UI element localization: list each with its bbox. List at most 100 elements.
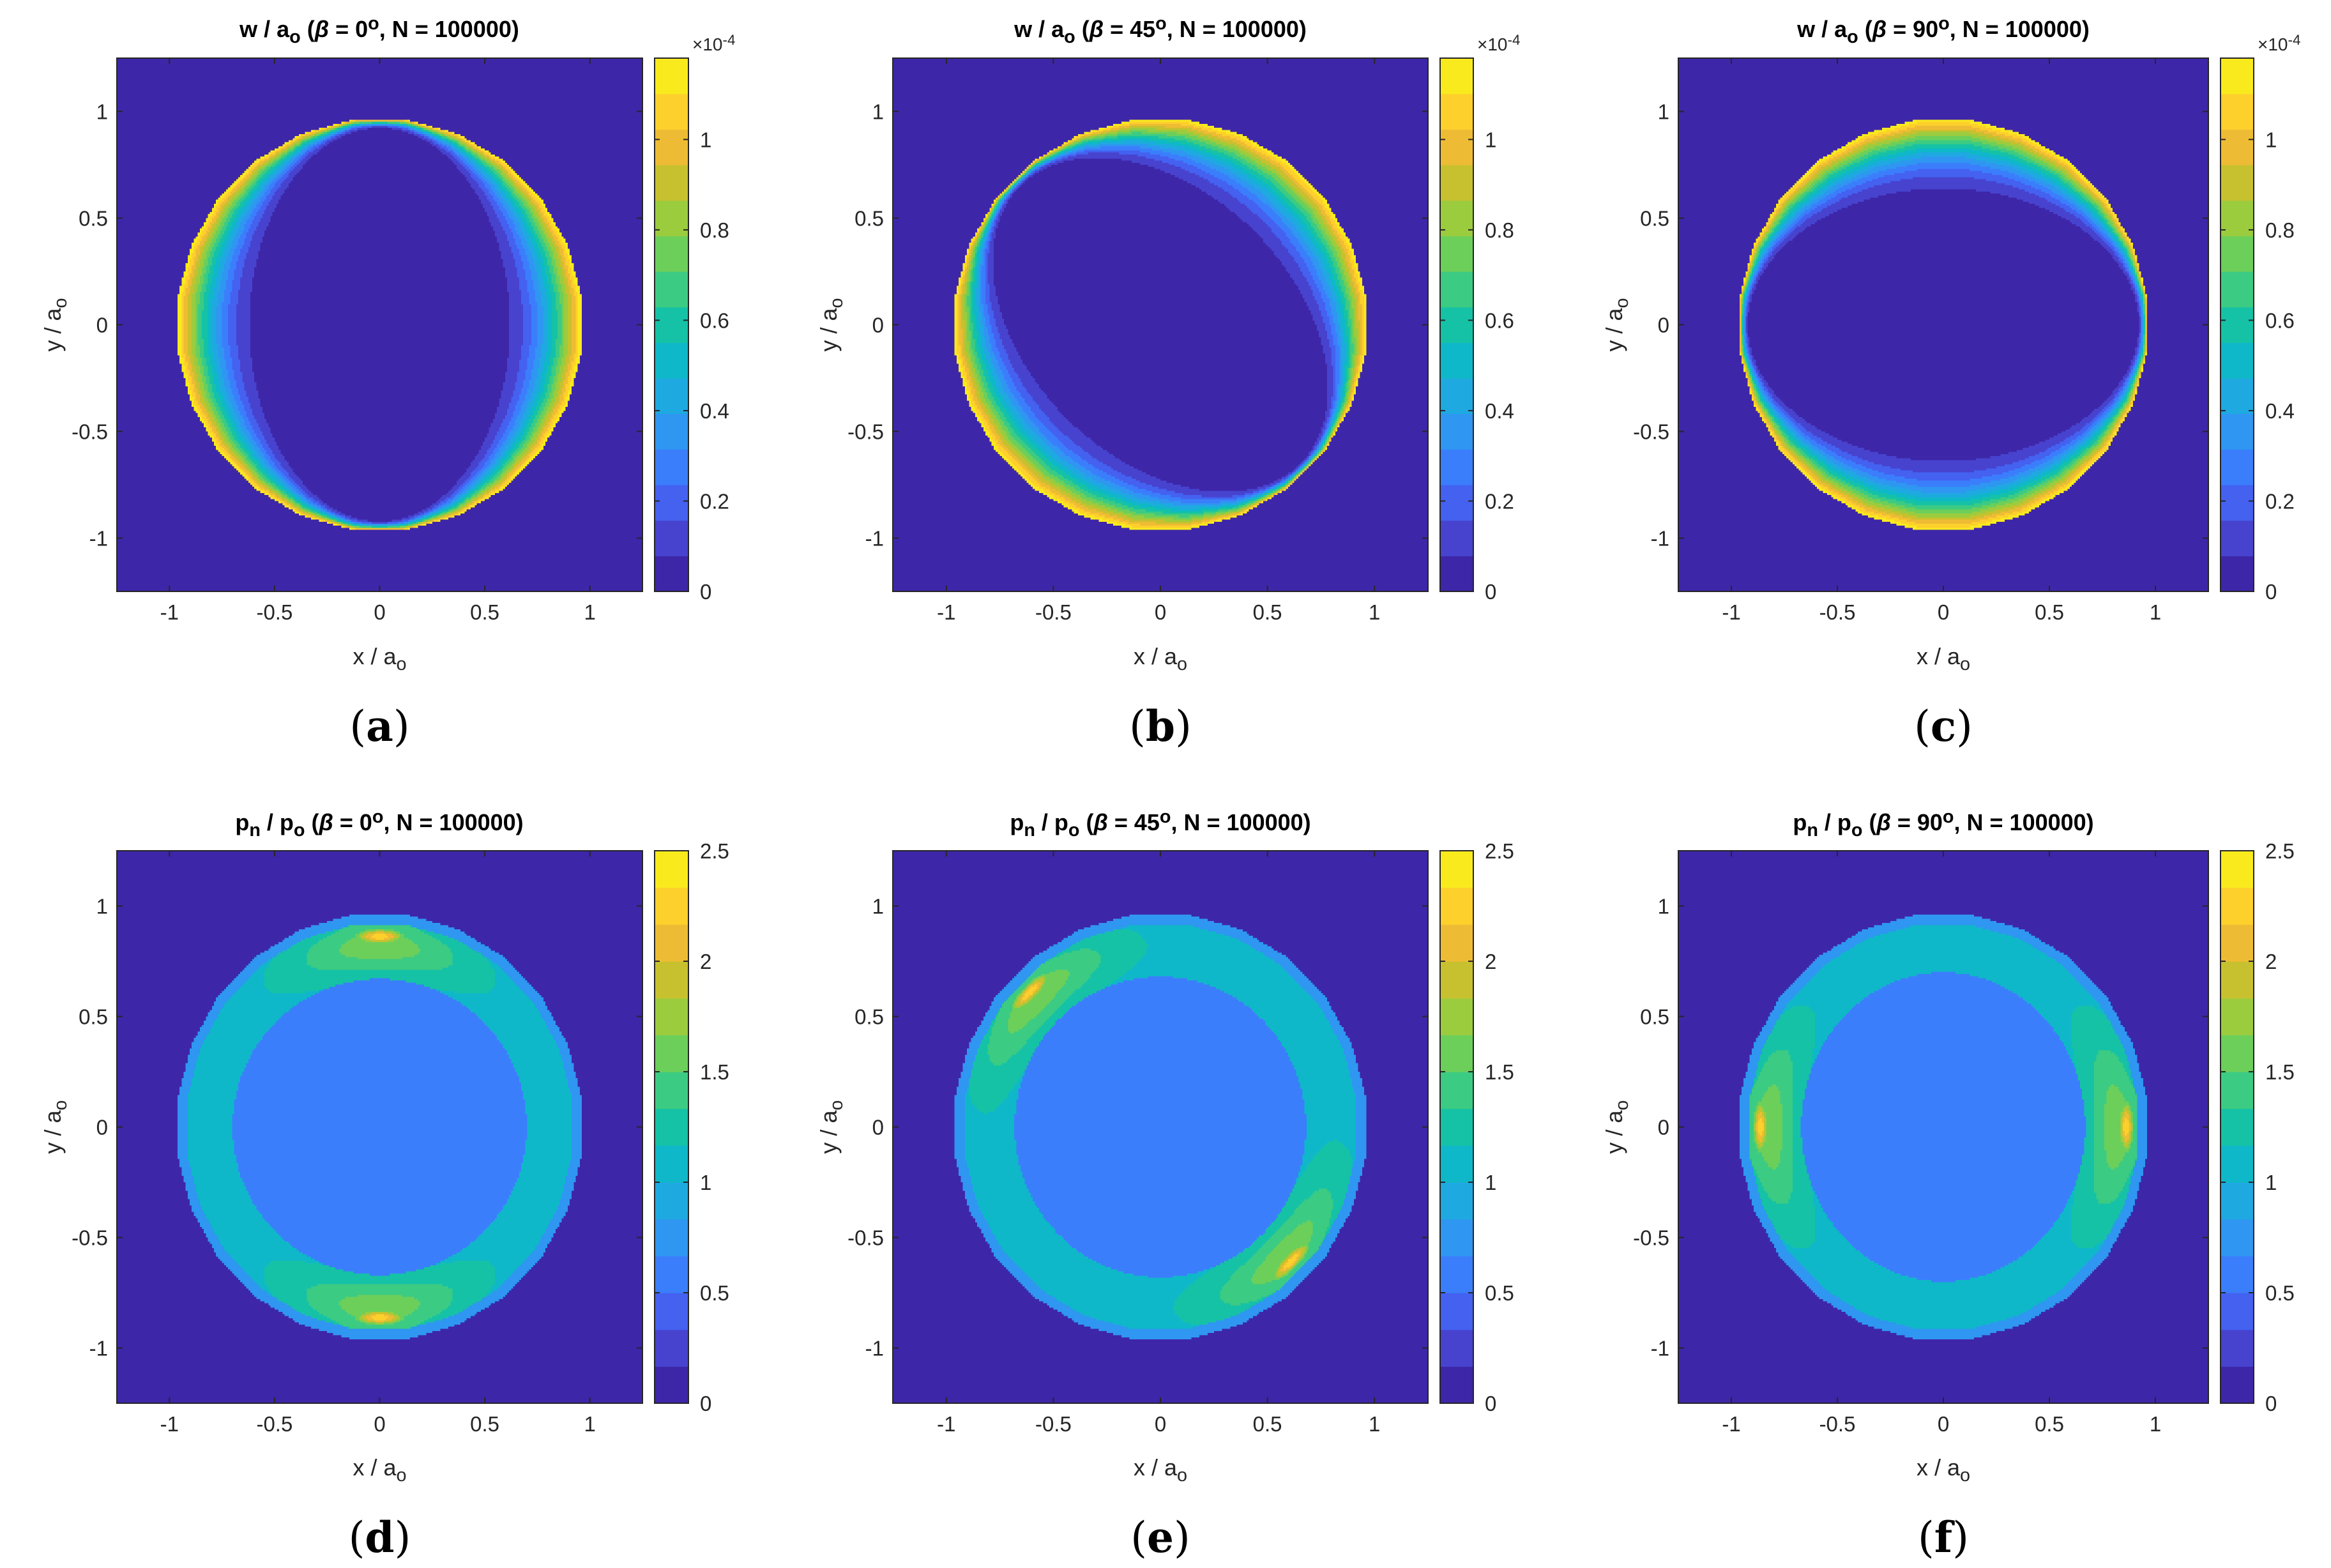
colorbar-segment xyxy=(655,887,688,925)
colorbar: 0 0.5 1 1.5 2 2.5 xyxy=(2220,839,2295,1415)
y-tick-label: -1 xyxy=(865,527,884,551)
y-tick-label: -0.5 xyxy=(1633,1226,1669,1250)
x-tick-label: 0.5 xyxy=(470,1412,499,1436)
colorbar-segment xyxy=(655,236,688,272)
colorbar: 0 0.2 0.4 0.6 0.8 1 ×10-4 xyxy=(2220,32,2300,604)
colorbar-segment xyxy=(2221,271,2254,308)
colorbar-segment xyxy=(2221,1182,2254,1220)
colorbar-tick-label: 1.5 xyxy=(700,1060,729,1084)
colorbar-segment xyxy=(2221,1072,2254,1109)
colorbar-segment xyxy=(655,1256,688,1293)
y-tick-label: -1 xyxy=(89,1337,108,1360)
colorbar-segment xyxy=(655,449,688,485)
x-tick-label: -1 xyxy=(1722,1412,1740,1436)
colorbar-tick-label: 2.5 xyxy=(1485,839,1514,863)
colorbar-tick-label: 0.2 xyxy=(1485,489,1514,513)
y-tick-label: 0 xyxy=(872,314,884,337)
y-tick-label: -1 xyxy=(1651,527,1669,551)
x-tick-label: -1 xyxy=(160,600,179,624)
colorbar: 0 0.5 1 1.5 2 2.5 xyxy=(1439,839,1514,1415)
x-tick-label: 1 xyxy=(1369,1412,1380,1436)
y-axis-label: y / ao xyxy=(1601,1100,1632,1153)
colorbar-segment xyxy=(2221,961,2254,999)
chart-title: pn / po (β = 45o, N = 100000) xyxy=(1010,807,1310,840)
colorbar-segment xyxy=(2221,165,2254,201)
colorbar-tick-label: 0 xyxy=(2265,1392,2277,1415)
colorbar-segment xyxy=(2221,200,2254,236)
colorbar-segment xyxy=(2221,1329,2254,1367)
panel-label: (b) xyxy=(1129,701,1192,751)
colorbar-segment xyxy=(1440,961,1473,999)
colorbar-tick-label: 0 xyxy=(1485,1392,1496,1415)
colorbar-tick-label: 1.5 xyxy=(1485,1060,1514,1084)
colorbar-segment xyxy=(655,165,688,201)
chart-title: w / ao (β = 0o, N = 100000) xyxy=(239,13,519,47)
colorbar-segment xyxy=(1440,236,1473,272)
colorbar-tick-label: 0.6 xyxy=(700,308,729,332)
colorbar-segment xyxy=(655,1145,688,1183)
colorbar-segment xyxy=(2221,998,2254,1035)
y-tick-label: 0.5 xyxy=(854,207,884,231)
colorbar-segment xyxy=(1440,1366,1473,1404)
colorbar-segment xyxy=(655,485,688,521)
colorbar-segment xyxy=(1440,1035,1473,1072)
colorbar-segment xyxy=(1440,1182,1473,1220)
colorbar-segment xyxy=(1440,200,1473,236)
colorbar-segment xyxy=(2221,1256,2254,1293)
colorbar-segment xyxy=(655,520,688,556)
heatmap-c xyxy=(1678,58,2208,591)
colorbar-tick-label: 0.4 xyxy=(1485,399,1514,423)
colorbar-segment xyxy=(2221,413,2254,450)
heatmap-a xyxy=(117,58,642,591)
colorbar-segment xyxy=(655,1072,688,1109)
y-tick-label: 0.5 xyxy=(79,1005,108,1029)
colorbar-segment xyxy=(655,924,688,962)
y-tick-label: 1 xyxy=(872,895,884,918)
colorbar-segment xyxy=(2221,1219,2254,1256)
heatmap-f xyxy=(1678,851,2208,1403)
colorbar-segment xyxy=(2221,485,2254,521)
colorbar-segment xyxy=(2221,1366,2254,1404)
colorbar-segment xyxy=(2221,129,2254,165)
x-tick-label: 0 xyxy=(1155,600,1166,624)
colorbar-segment xyxy=(655,378,688,415)
chart-title: w / ao (β = 90o, N = 100000) xyxy=(1796,13,2090,47)
x-tick-label: -0.5 xyxy=(1819,1412,1856,1436)
x-tick-label: 0.5 xyxy=(1253,1412,1282,1436)
colorbar-tick-label: 0.5 xyxy=(2265,1281,2295,1305)
x-axis-label: x / ao xyxy=(1917,1454,1970,1486)
x-tick-label: 1 xyxy=(2150,1412,2161,1436)
colorbar-segment xyxy=(2221,449,2254,485)
x-tick-label: 0.5 xyxy=(470,600,499,624)
colorbar-segment xyxy=(1440,1145,1473,1183)
colorbar-segment xyxy=(1440,1108,1473,1146)
colorbar-segment xyxy=(2221,1035,2254,1072)
colorbar-tick-label: 1 xyxy=(2265,128,2277,151)
x-tick-label: -0.5 xyxy=(1819,600,1856,624)
colorbar-segment xyxy=(1440,129,1473,165)
colorbar-tick-label: 0.5 xyxy=(700,1281,729,1305)
y-tick-label: 0 xyxy=(1658,314,1669,337)
y-tick-label: -1 xyxy=(89,527,108,551)
x-tick-label: 0.5 xyxy=(2035,600,2064,624)
x-tick-label: 0 xyxy=(374,600,385,624)
colorbar-segment xyxy=(655,1108,688,1146)
colorbar-segment xyxy=(1440,342,1473,379)
colorbar-tick-label: 0.6 xyxy=(2265,308,2295,332)
x-tick-label: 0 xyxy=(1938,600,1949,624)
chart-title: w / ao (β = 45o, N = 100000) xyxy=(1014,13,1307,47)
colorbar-segment xyxy=(1440,58,1473,95)
colorbar-segment xyxy=(1440,1072,1473,1109)
colorbar-segment xyxy=(2221,1108,2254,1146)
colorbar-segment xyxy=(1440,1256,1473,1293)
colorbar-segment xyxy=(1440,165,1473,201)
panel-label: (c) xyxy=(1914,701,1973,751)
chart-panel-c: -1 -0.5 0 0.5 1 -1 -0.5 0 0.5 1 w / ao (β = 90o, N… xyxy=(1601,13,2300,751)
colorbar-segment xyxy=(2221,887,2254,925)
y-axis-label: y / ao xyxy=(816,298,847,351)
colorbar-segment xyxy=(655,413,688,450)
colorbar-segment xyxy=(655,556,688,592)
y-tick-label: 0.5 xyxy=(1640,207,1669,231)
colorbar-segment xyxy=(655,307,688,343)
y-tick-label: 0 xyxy=(872,1116,884,1139)
